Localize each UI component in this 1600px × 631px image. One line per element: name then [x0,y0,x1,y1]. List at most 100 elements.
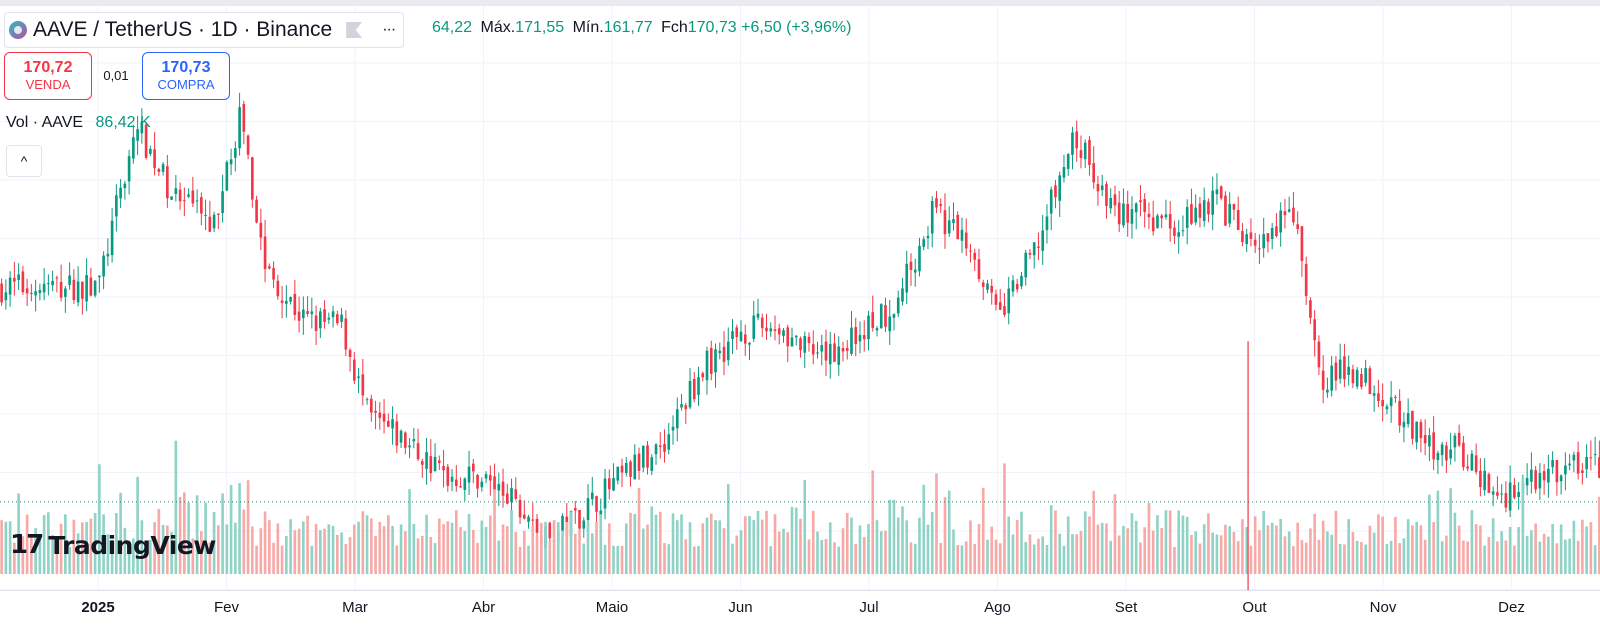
volume-bar [705,517,709,574]
volume-bar [98,464,101,574]
volume-bar [1058,533,1062,574]
volume-bar [1487,536,1491,574]
candle-body [437,460,441,464]
candle-body [969,250,972,252]
volume-bar [833,542,836,574]
volume-bar [1083,511,1087,574]
time-axis-label: Out [1242,599,1267,616]
volume-bar [331,525,335,574]
candle-body [1266,233,1270,242]
volume-bar [1538,541,1542,574]
volume-bar [578,529,581,574]
candle-body [93,280,97,296]
candle-body [302,309,305,319]
volume-bar [896,517,900,574]
candle-body [620,465,624,473]
candle-body [467,466,471,483]
volume-legend[interactable]: Vol · AAVE 86,42 K [6,114,151,132]
candle-body [845,347,849,351]
volume-bar [327,524,331,574]
candle-body [990,285,994,293]
volume-bar [777,531,781,574]
more-options-icon[interactable]: ··· [382,21,396,38]
volume-bar [102,514,105,574]
candle-body [268,266,271,269]
volume-bar [1003,463,1006,574]
volume-bar [1589,522,1593,574]
volume-bar [1020,511,1023,574]
volume-bar [361,511,365,574]
chart-area[interactable] [0,6,1600,590]
volume-bar [488,515,492,574]
time-axis[interactable]: 2025 Fev Mar Abr Maio Jun Jul Ago Set Out Nov Dez [0,590,1600,631]
candle-body [824,341,828,361]
candle-body [1113,194,1117,206]
chevron-up-icon: ^ [20,153,28,169]
volume-bar [1466,541,1469,574]
candle-body [1462,442,1465,468]
candle-body [98,275,101,278]
volume-bar [1559,524,1563,574]
tradingview-logo[interactable]: 17 TradingView [10,530,216,560]
candle-body [110,220,114,256]
volume-bar [824,539,828,574]
volume-bar [986,539,989,574]
volume-bar [357,521,360,574]
candle-body [365,399,369,401]
buy-label: COMPRA [157,77,215,92]
candle-body [1415,421,1418,443]
collapse-legend-button[interactable]: ^ [6,145,42,177]
candle-body [748,342,751,345]
volume-bar [263,511,267,574]
volume-bar [391,526,394,574]
candle-body [1224,195,1227,226]
candle-body [382,413,386,422]
candle-body [718,350,722,354]
candle-body [1581,470,1584,473]
candle-body [280,300,284,304]
candle-body [251,157,254,200]
volume-bar [1419,525,1423,574]
candle-body [1100,185,1104,191]
volume-bar [1049,505,1053,574]
volume-bar [1508,527,1512,574]
volume-bar [671,513,675,574]
candle-body [378,412,382,418]
candlestick-chart[interactable] [0,6,1600,590]
candle-body [259,222,263,238]
candle-body [1215,189,1219,195]
candle-body [1109,197,1113,209]
candle-body [578,510,581,529]
symbol-header[interactable]: AAVE / TetherUS · 1D · Binance ··· [4,12,405,48]
candle-body [480,481,484,488]
volume-bar [442,524,445,574]
buy-button[interactable]: 170,73 COMPRA [142,52,230,100]
volume-bar [586,522,590,574]
volume-bar [480,520,484,574]
sell-button[interactable]: 170,72 VENDA [4,52,92,100]
candle-body [263,236,267,269]
flag-icon[interactable] [346,22,363,38]
volume-bar [663,543,666,574]
candle-body [1347,366,1350,375]
candle-body [688,380,692,408]
volume-bar [353,524,356,574]
volume-bar [412,523,416,574]
candle-body [166,166,169,199]
candle-body [51,280,54,286]
candle-body [285,300,288,304]
volume-bar [268,520,271,574]
candle-body [1389,397,1393,407]
symbol-title[interactable]: AAVE / TetherUS · 1D · Binance [33,18,333,41]
candle-body [1049,189,1053,214]
candle-body [1032,242,1036,256]
volume-bar [1079,530,1083,574]
candle-body [1194,207,1198,223]
candle-body [913,269,917,273]
candle-body [217,213,220,215]
candle-body [191,190,195,204]
volume-bar [871,470,875,574]
volume-bar [1343,544,1346,574]
volume-bar [1534,523,1537,574]
time-axis-label: Ago [984,599,1011,616]
